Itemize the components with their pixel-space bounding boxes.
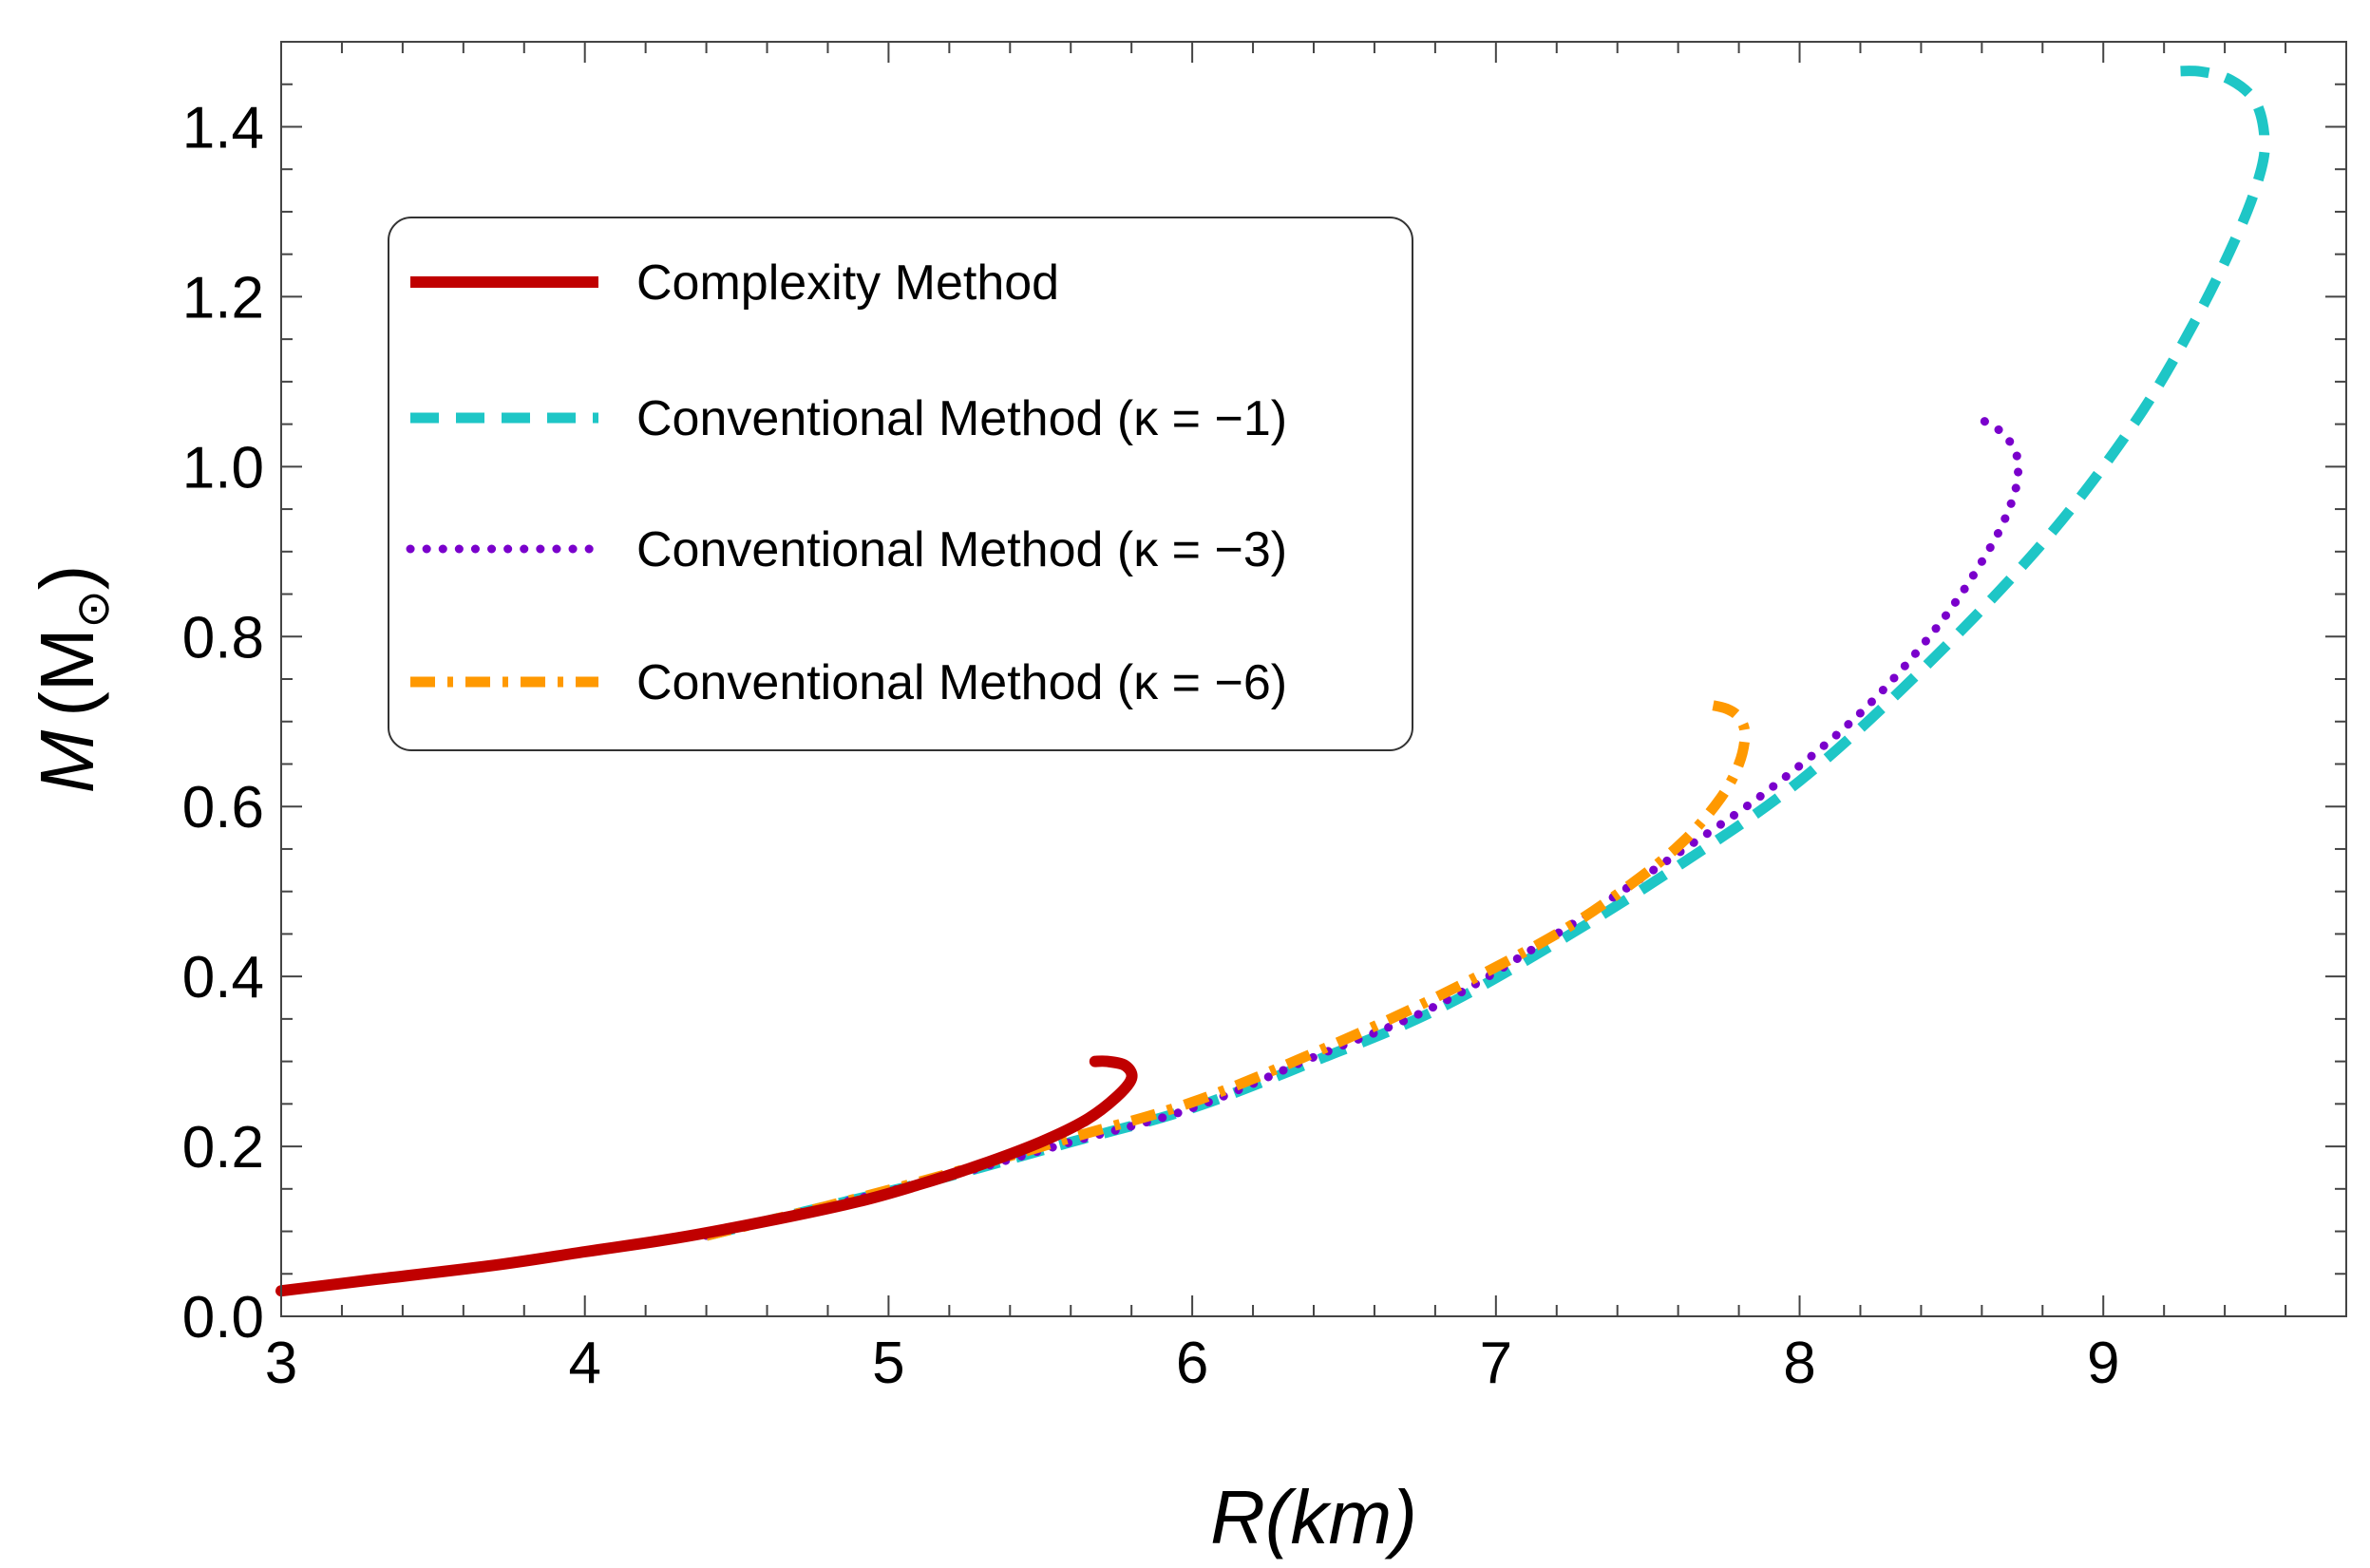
y-tick-label: 0.2 [182, 1115, 264, 1181]
y-tick-label: 0.4 [182, 945, 264, 1011]
x-tick-label: 8 [1783, 1331, 1815, 1396]
legend-label-2: Conventional Method (κ = −3) [636, 522, 1287, 577]
x-tick-label: 7 [1480, 1331, 1512, 1396]
y-axis-title-paren-close: ) [25, 565, 109, 591]
y-axis-title-subscript: ⊙ [68, 590, 119, 628]
y-axis-title-symbol: M [25, 729, 109, 793]
y-tick-label: 1.4 [182, 95, 264, 161]
series-line-0 [275, 1055, 1138, 1297]
tick-labels-layer: 3 4 5 6 7 8 9 0.0 0.2 0.4 0.6 0.8 1.0 1.2 1.4 [182, 95, 2120, 1396]
y-axis-title-paren-open: ( [25, 691, 109, 717]
x-tick-label: 6 [1176, 1331, 1208, 1396]
x-tick-label: 3 [265, 1331, 297, 1396]
legend-label-3: Conventional Method (κ = −6) [636, 655, 1287, 710]
x-tick-label: 5 [872, 1331, 904, 1396]
y-tick-label: 0.6 [182, 775, 264, 841]
x-tick-label: 4 [568, 1331, 600, 1396]
y-axis-title-unit: M [25, 628, 109, 691]
y-tick-label: 0.0 [182, 1285, 264, 1351]
legend-box [388, 217, 1413, 751]
legend-label-1: Conventional Method (κ = −1) [636, 391, 1287, 446]
y-tick-label: 0.8 [182, 605, 264, 671]
x-axis-title: R(km) [1210, 1475, 1417, 1559]
y-axis-title: M(M⊙) [25, 565, 119, 794]
legend: Complexity Method Conventional Method (κ… [388, 217, 1413, 751]
series-line-2 [702, 411, 2023, 1240]
legend-label-0: Complexity Method [636, 255, 1059, 311]
ticks-layer [280, 41, 2347, 1317]
series-line-3 [705, 699, 1751, 1241]
y-tick-label: 1.0 [182, 435, 264, 501]
y-tick-label: 1.2 [182, 265, 264, 331]
series-layer [275, 66, 2270, 1297]
x-tick-label: 9 [2087, 1331, 2119, 1396]
